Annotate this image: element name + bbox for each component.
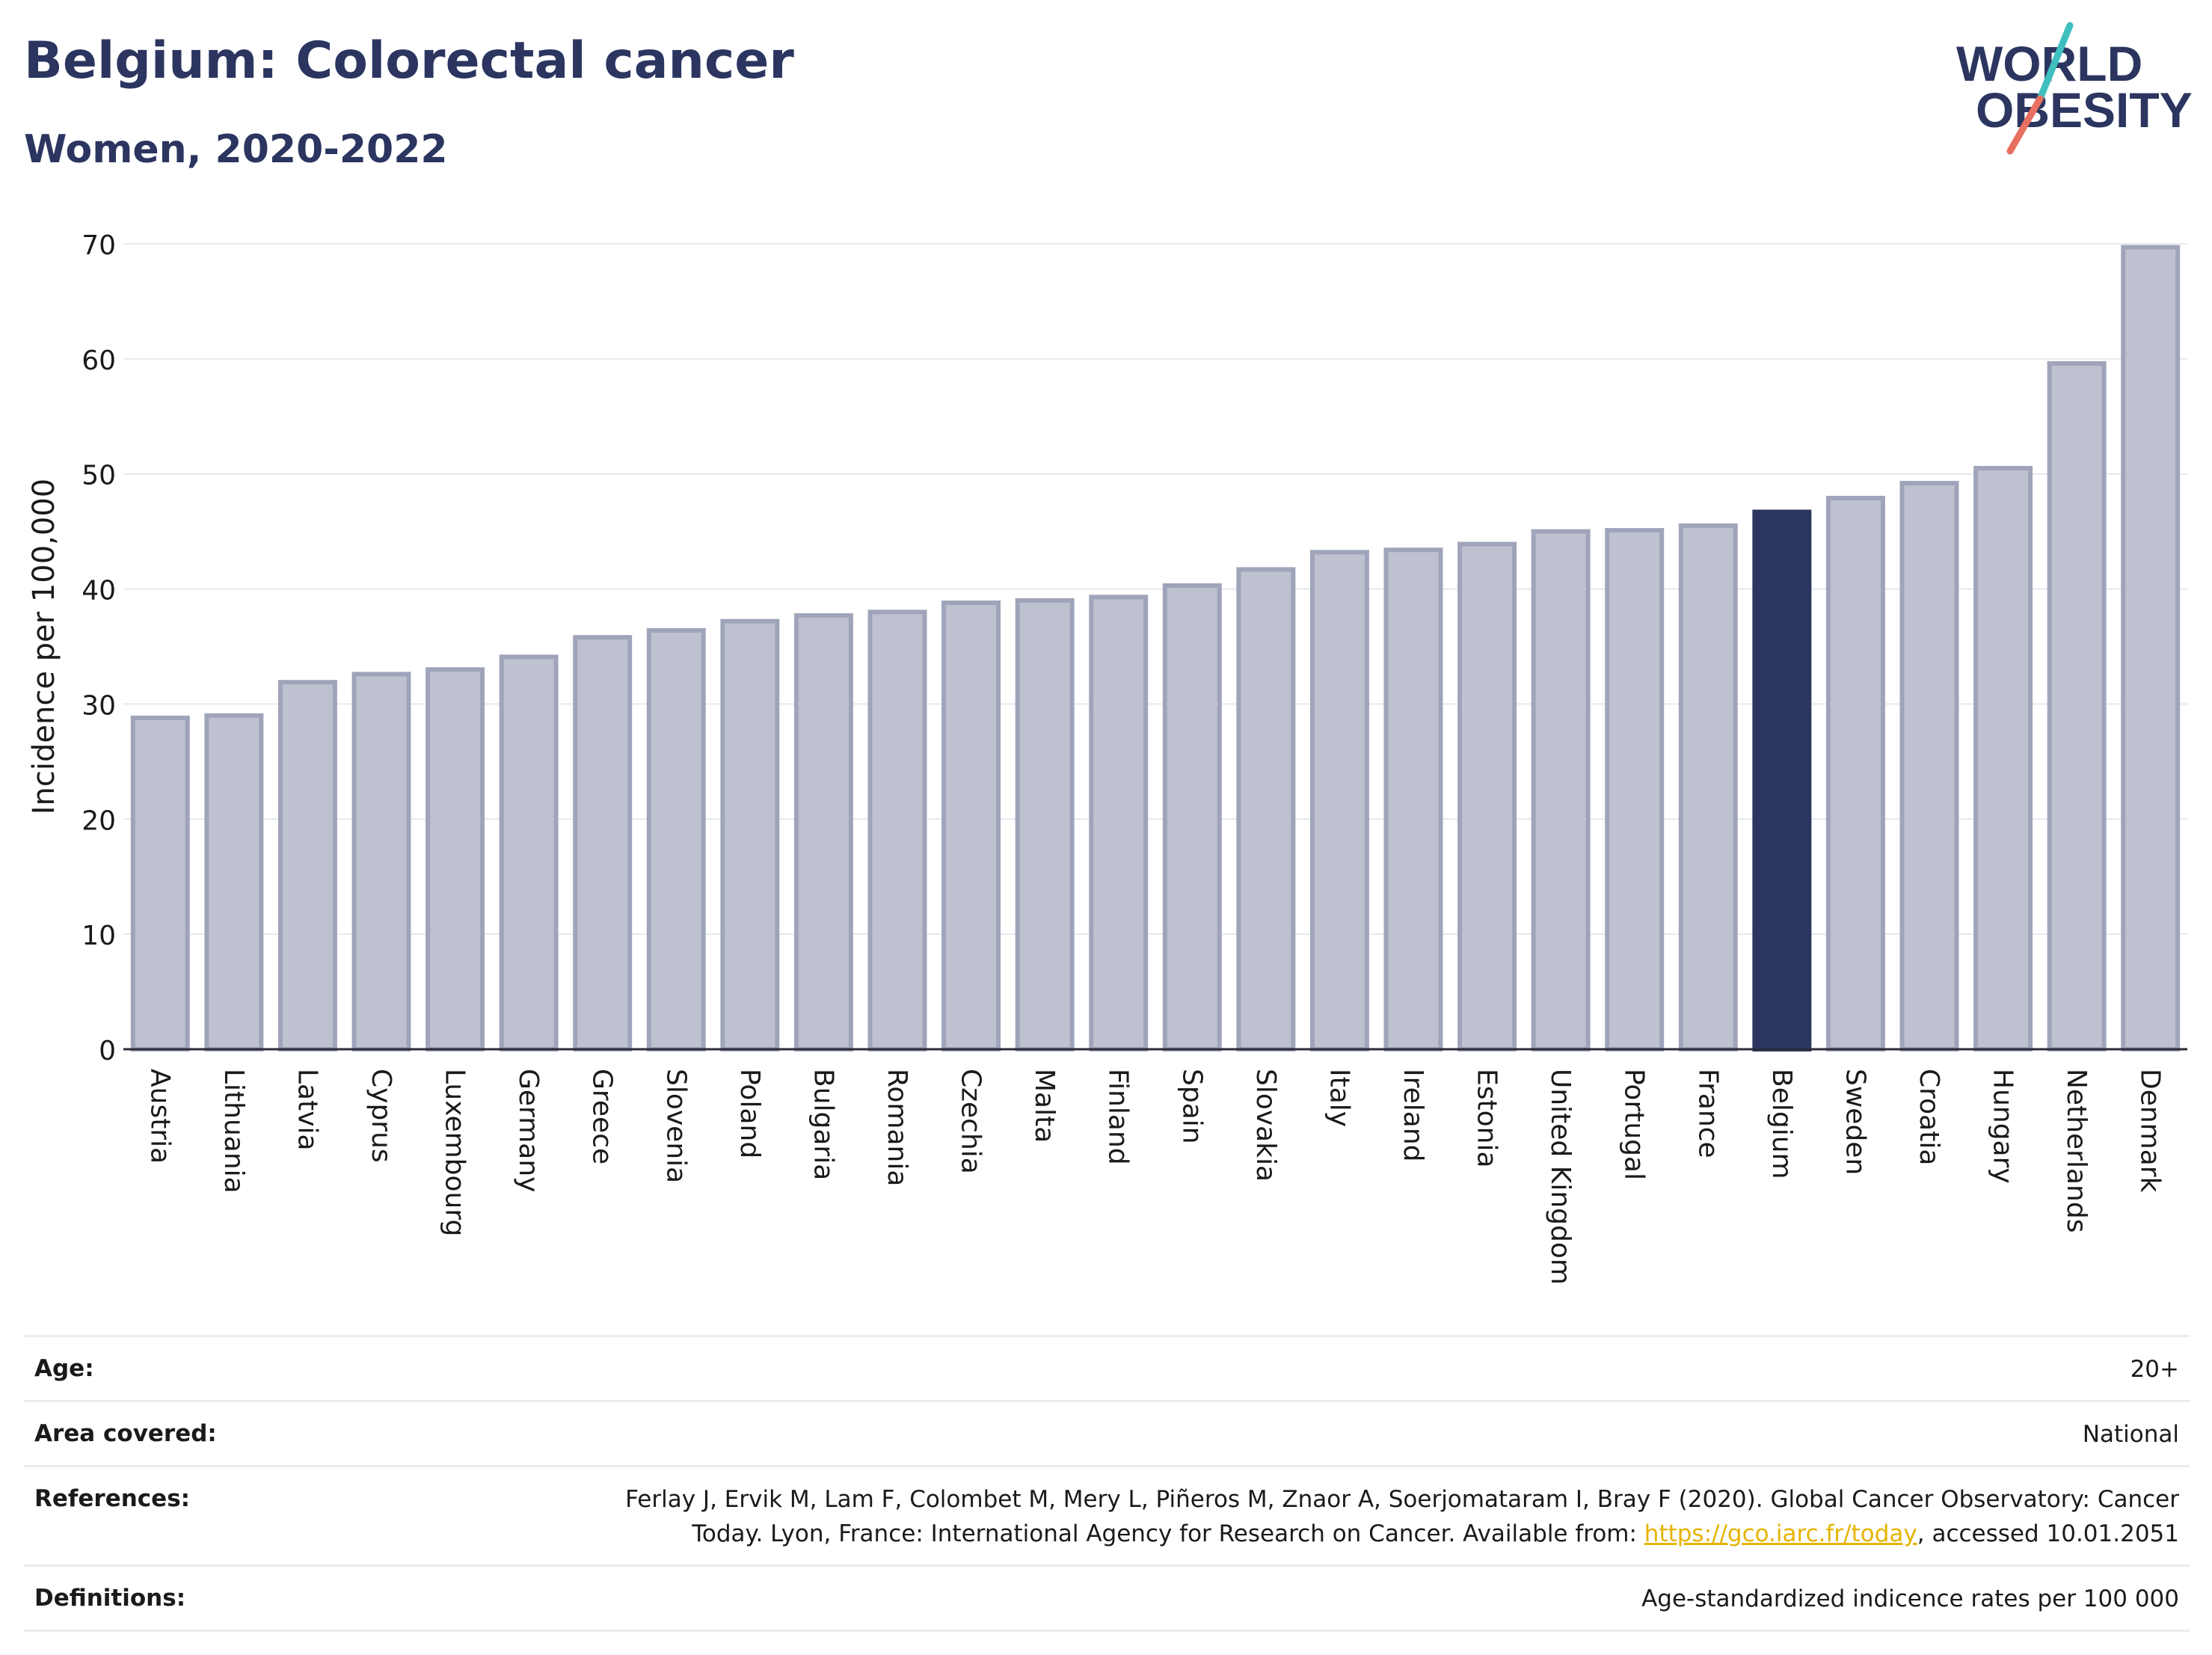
references-link[interactable]: https://gco.iarc.fr/today: [1644, 1520, 1917, 1547]
bar: [1383, 547, 1443, 1051]
x-tick-label: Slovenia: [660, 1069, 691, 1183]
x-tick-label: Sweden: [1840, 1069, 1870, 1175]
logo-text-obesity: OBESITY: [1976, 82, 2193, 138]
bar: [941, 601, 1001, 1051]
bar: [1825, 496, 1885, 1051]
page-title: Belgium: Colorectal cancer: [24, 31, 794, 90]
area-value: National: [2082, 1421, 2179, 1448]
y-axis-label: Incidence per 100,000: [27, 479, 61, 815]
references-label: References:: [34, 1485, 191, 1512]
x-tick-label: Luxembourg: [440, 1069, 470, 1236]
x-tick-label: Finland: [1103, 1069, 1134, 1165]
x-tick-label: United Kingdom: [1545, 1069, 1576, 1285]
x-tick-label: Germany: [513, 1069, 544, 1192]
bar: [351, 672, 411, 1051]
bar: [2121, 245, 2181, 1051]
bar: [1678, 523, 1738, 1051]
x-tick-label: Cyprus: [366, 1069, 396, 1163]
x-tick-label: Croatia: [1914, 1069, 1944, 1165]
area-label: Area covered:: [34, 1420, 217, 1447]
x-tick-label: Hungary: [1988, 1069, 2018, 1184]
y-tick-label: 70: [82, 230, 116, 261]
meta-row-age: Age: 20+: [24, 1335, 2190, 1400]
page-subtitle: Women, 2020-2022: [24, 127, 448, 172]
references-line2-post: , accessed 10.01.2051: [1917, 1520, 2179, 1547]
y-tick-label: 50: [82, 461, 116, 491]
bar: [1162, 583, 1222, 1051]
bar: [646, 627, 706, 1051]
bar: [793, 612, 853, 1051]
bar-chart: 0 10 20 30 40 50 60 70 Incidence per 100,000 Aust…: [27, 230, 2187, 1285]
x-tick-label: Belgium: [1766, 1069, 1797, 1179]
y-tick-label: 0: [99, 1036, 116, 1066]
world-obesity-logo: WORLD OBESITY: [1956, 22, 2193, 155]
bar: [1531, 529, 1591, 1051]
bar: [1973, 466, 2033, 1051]
x-tick-label: Spain: [1176, 1069, 1207, 1144]
bar: [1015, 598, 1075, 1051]
x-tick-label: Bulgaria: [808, 1069, 838, 1180]
x-tick-label: Austria: [144, 1069, 175, 1164]
bar: [2047, 361, 2107, 1051]
bar: [425, 667, 485, 1051]
bar: [720, 618, 780, 1051]
references-line2-pre: Today. Lyon, France: International Agenc…: [692, 1520, 1644, 1547]
x-tick-label: France: [1692, 1069, 1723, 1158]
x-tick-label: Malta: [1029, 1069, 1060, 1143]
bar: [867, 610, 927, 1051]
logo-slash-teal: [2036, 22, 2074, 102]
bar: [1309, 550, 1369, 1051]
metadata-table: Age: 20+ Area covered: National Referenc…: [24, 1335, 2190, 1632]
x-tick-label: Czechia: [956, 1069, 986, 1174]
bar: [130, 715, 190, 1051]
x-tick-label: Italy: [1324, 1069, 1354, 1127]
bar-highlighted: [1752, 509, 1812, 1051]
definitions-label: Definitions:: [34, 1585, 186, 1612]
references-value: Ferlay J, Ervik M, Lam F, Colombet M, Me…: [625, 1482, 2179, 1551]
meta-row-references: References: Ferlay J, Ervik M, Lam F, Co…: [24, 1465, 2190, 1565]
definitions-value: Age-standardized indicence rates per 100…: [1641, 1585, 2179, 1612]
y-tick-label: 20: [82, 805, 116, 836]
bar: [499, 654, 559, 1051]
logo-slash-coral: [2006, 95, 2044, 155]
x-tick-label: Denmark: [2135, 1069, 2166, 1193]
x-tick-label: Ireland: [1398, 1069, 1428, 1162]
age-label: Age:: [34, 1355, 94, 1382]
y-tick-label: 30: [82, 690, 116, 721]
meta-row-area: Area covered: National: [24, 1400, 2190, 1465]
y-tick-label: 60: [82, 346, 116, 376]
x-tick-label: Netherlands: [2061, 1069, 2092, 1232]
x-tick-label: Estonia: [1472, 1069, 1502, 1168]
x-tick-label: Lithuania: [218, 1069, 249, 1194]
x-tick-label: Poland: [734, 1069, 765, 1158]
bar: [204, 713, 264, 1051]
x-tick-label: Greece: [587, 1069, 618, 1164]
age-value: 20+: [2130, 1356, 2179, 1383]
x-tick-label: Romania: [882, 1069, 912, 1186]
bar: [1605, 528, 1665, 1051]
bar: [573, 635, 633, 1051]
x-tick-label: Portugal: [1619, 1069, 1650, 1180]
bar: [1457, 541, 1517, 1051]
references-line1: Ferlay J, Ervik M, Lam F, Colombet M, Me…: [625, 1486, 2179, 1513]
y-tick-label: 40: [82, 576, 116, 607]
x-tick-label: Latvia: [292, 1069, 322, 1151]
bar: [1236, 567, 1296, 1051]
bar: [1089, 595, 1149, 1051]
x-tick-label: Slovakia: [1250, 1069, 1281, 1182]
bar: [277, 680, 337, 1052]
bar: [1899, 481, 1959, 1051]
y-tick-label: 10: [82, 921, 116, 951]
meta-row-definitions: Definitions: Age-standardized indicence …: [24, 1565, 2190, 1632]
